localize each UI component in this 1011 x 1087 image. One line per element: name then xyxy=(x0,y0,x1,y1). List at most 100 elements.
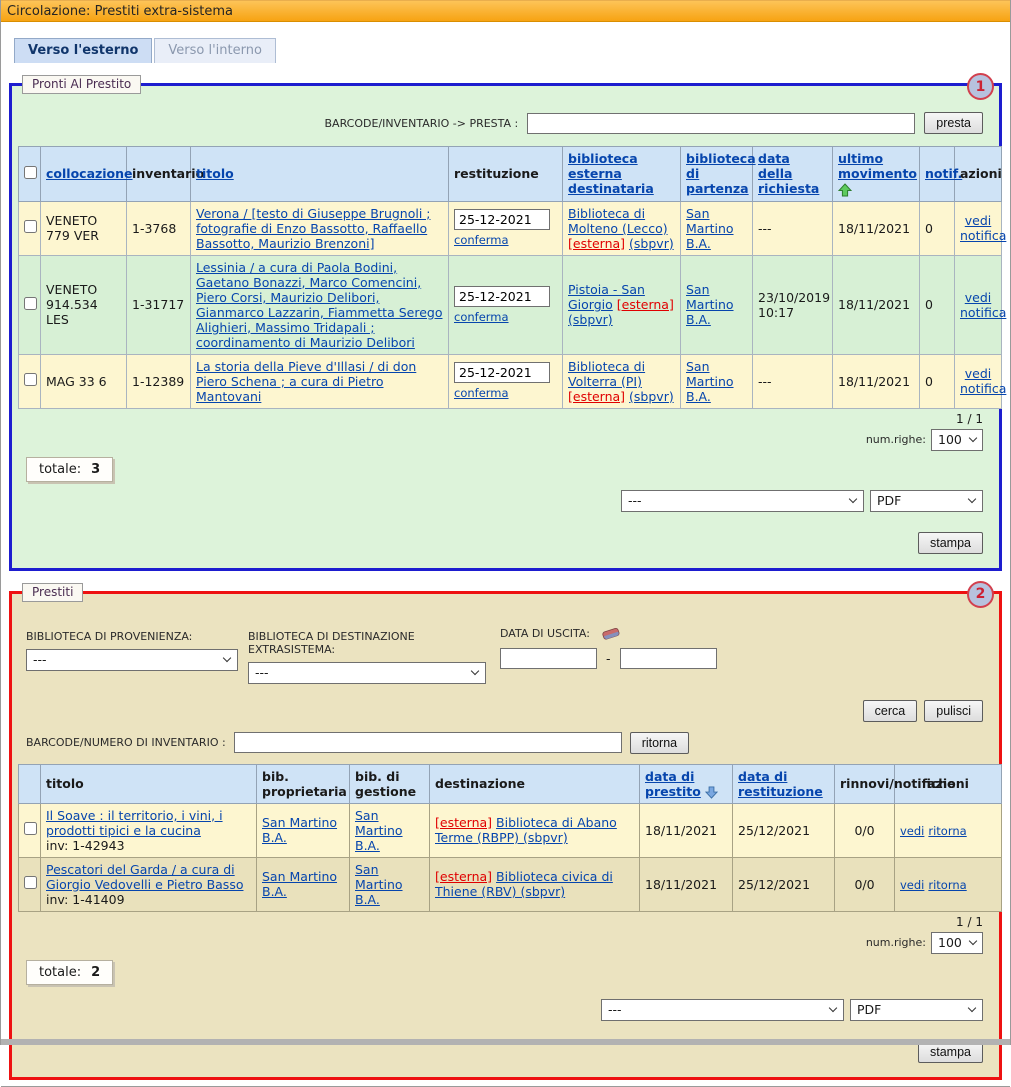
tab-verso-interno[interactable]: Verso l'interno xyxy=(154,38,276,63)
destinazione-extrasistema-select[interactable]: --- xyxy=(248,661,486,684)
header-bib-proprietaria: bib. proprietaria xyxy=(256,763,350,804)
presta-button[interactable]: presta xyxy=(924,112,983,134)
sort-ultimo-movimento-link[interactable]: ultimo movimento xyxy=(838,151,918,181)
sort-data-richiesta-link[interactable]: data della richiesta xyxy=(758,151,820,197)
sort-data-restituzione-link[interactable]: data di restituzione xyxy=(738,768,823,799)
data-uscita-da-input[interactable] xyxy=(500,647,597,669)
window-bottom-edge xyxy=(1,1039,1010,1045)
titolo-link[interactable]: Verona / [testo di Giuseppe Brugnoli ; f… xyxy=(196,205,431,251)
inventario-cell: 1-3768 xyxy=(126,200,191,256)
vedi-link[interactable]: vedi xyxy=(900,877,925,892)
conferma-link[interactable]: conferma xyxy=(454,309,509,324)
num-righe-label: num.righe: xyxy=(865,433,926,446)
row-checkbox[interactable] xyxy=(24,296,37,310)
export-select[interactable]: --- xyxy=(621,489,864,512)
bib-esterna-link[interactable]: Pistoia - San Giorgio xyxy=(568,282,645,312)
titolo-link[interactable]: La storia della Pieve d'Illasi / di don … xyxy=(196,358,417,404)
vedi-link[interactable]: vedi xyxy=(964,213,992,228)
date-range-separator: - xyxy=(606,650,611,666)
conferma-link[interactable]: conferma xyxy=(454,233,509,247)
header-titolo: titolo xyxy=(40,763,257,804)
vedi-link[interactable]: vedi xyxy=(964,289,992,305)
row-checkbox[interactable] xyxy=(24,822,37,835)
ritorna-link[interactable]: ritorna xyxy=(928,877,967,892)
header-azioni: azioni xyxy=(894,763,1002,804)
bib-partenza-link[interactable]: San Martino B.A. xyxy=(686,358,734,404)
totale-value: 3 xyxy=(91,461,101,477)
chevron-down-icon xyxy=(968,433,978,443)
bib-esterna-code-link[interactable]: (sbpvr) xyxy=(629,235,674,251)
prestiti-row: Pescatori del Garda / a cura di Giorgio … xyxy=(18,856,1002,912)
cerca-button[interactable]: cerca xyxy=(862,699,918,722)
sort-ascending-icon xyxy=(837,182,853,196)
header-azioni: azioni xyxy=(954,146,1002,202)
bib-partenza-link[interactable]: San Martino B.A. xyxy=(686,205,734,251)
num-righe-select[interactable]: 100 xyxy=(931,931,983,954)
notif-cell: 0 xyxy=(919,200,955,256)
header-destinazione: destinazione xyxy=(429,763,640,804)
row-checkbox[interactable] xyxy=(24,373,37,386)
restituzione-date-input[interactable] xyxy=(454,209,550,230)
conferma-link[interactable]: conferma xyxy=(454,386,509,400)
notifica-link[interactable]: notifica xyxy=(960,228,1007,243)
row-checkbox[interactable] xyxy=(24,220,37,233)
destinazione-extrasistema-label: BIBLIOTECA DI DESTINAZIONE EXTRASISTEMA: xyxy=(248,629,415,656)
inventario-number: inv: 1-42943 xyxy=(46,837,125,853)
ultimo-movimento-cell: 18/11/2021 xyxy=(832,353,920,409)
sort-titolo-link[interactable]: titolo xyxy=(196,166,234,182)
presta-barcode-input[interactable] xyxy=(527,112,916,134)
sort-bib-esterna-link[interactable]: biblioteca esterna destinataria xyxy=(568,151,654,197)
ritorna-barcode-label: BARCODE/NUMERO DI INVENTARIO : xyxy=(26,736,226,749)
bib-esterna-link[interactable]: Biblioteca di Volterra (PI) xyxy=(568,358,646,389)
format-select[interactable]: PDF xyxy=(870,489,983,512)
restituzione-date-input[interactable] xyxy=(454,362,550,383)
vedi-link[interactable]: vedi xyxy=(900,823,925,838)
destinazione-link[interactable]: Biblioteca di Abano Terme (RBPP) (sbpvr) xyxy=(435,815,617,845)
totale-box: totale: 3 xyxy=(26,456,114,482)
ritorna-link[interactable]: ritorna xyxy=(928,823,967,838)
sort-data-prestito-link[interactable]: data di prestito xyxy=(645,768,701,799)
ritorna-barcode-input[interactable] xyxy=(233,732,622,753)
eraser-icon[interactable] xyxy=(600,626,622,642)
bib-gestione-link[interactable]: San Martino B.A. xyxy=(355,807,403,853)
sort-collocazione-link[interactable]: collocazione xyxy=(46,166,133,182)
sort-notif-link[interactable]: notif. xyxy=(925,166,963,182)
data-prestito-cell: 18/11/2021 xyxy=(639,856,733,912)
stampa-button[interactable]: stampa xyxy=(918,531,983,554)
provenienza-select[interactable]: --- xyxy=(26,648,238,671)
ultimo-movimento-cell: 18/11/2021 xyxy=(832,254,920,355)
notifica-link[interactable]: notifica xyxy=(960,381,1007,396)
data-uscita-a-input[interactable] xyxy=(619,647,717,669)
titolo-link[interactable]: Il Soave : il territorio, i vini, i prod… xyxy=(46,807,223,838)
totale-value: 2 xyxy=(91,964,101,980)
esterna-tag: [esterna] xyxy=(616,297,674,312)
vedi-link[interactable]: vedi xyxy=(964,366,992,381)
header-bib-gestione: bib. di gestione xyxy=(349,763,430,804)
export-select[interactable]: --- xyxy=(601,998,844,1021)
chevron-down-icon xyxy=(848,494,858,504)
sort-bib-partenza-link[interactable]: biblioteca di partenza xyxy=(686,151,756,197)
format-select[interactable]: PDF xyxy=(850,998,983,1021)
bib-esterna-code-link[interactable]: (sbpvr) xyxy=(568,312,613,327)
num-righe-select[interactable]: 100 xyxy=(931,428,983,451)
prestiti-table: titolo bib. proprietaria bib. di gestion… xyxy=(18,763,1002,912)
ritorna-button[interactable]: ritorna xyxy=(629,731,690,754)
select-all-checkbox[interactable] xyxy=(24,165,37,179)
bib-proprietaria-link[interactable]: San Martino B.A. xyxy=(262,815,338,845)
bib-proprietaria-link[interactable]: San Martino B.A. xyxy=(262,869,338,899)
restituzione-date-input[interactable] xyxy=(454,285,550,307)
pulisci-button[interactable]: pulisci xyxy=(924,699,983,722)
bib-esterna-link[interactable]: Biblioteca di Molteno (Lecco) xyxy=(568,205,668,236)
titolo-link[interactable]: Lessinia / a cura di Paola Bodini, Gaeta… xyxy=(196,259,443,350)
tab-verso-esterno[interactable]: Verso l'esterno xyxy=(14,38,153,63)
bib-esterna-code-link[interactable]: (sbpvr) xyxy=(629,388,674,404)
bib-gestione-link[interactable]: San Martino B.A. xyxy=(355,861,403,907)
row-checkbox[interactable] xyxy=(24,876,37,889)
header-restituzione: restituzione xyxy=(448,146,563,202)
titolo-link[interactable]: Pescatori del Garda / a cura di Giorgio … xyxy=(46,861,244,892)
pronti-row: MAG 33 6 1-12389 La storia della Pieve d… xyxy=(18,353,1006,409)
notifica-link[interactable]: notifica xyxy=(960,304,1007,320)
bib-partenza-link[interactable]: San Martino B.A. xyxy=(686,282,734,327)
destinazione-link[interactable]: Biblioteca civica di Thiene (RBV) (sbpvr… xyxy=(435,869,613,899)
section-prestiti: Prestiti 2 BIBLIOTECA DI PROVENIENZA: --… xyxy=(9,580,1002,1080)
